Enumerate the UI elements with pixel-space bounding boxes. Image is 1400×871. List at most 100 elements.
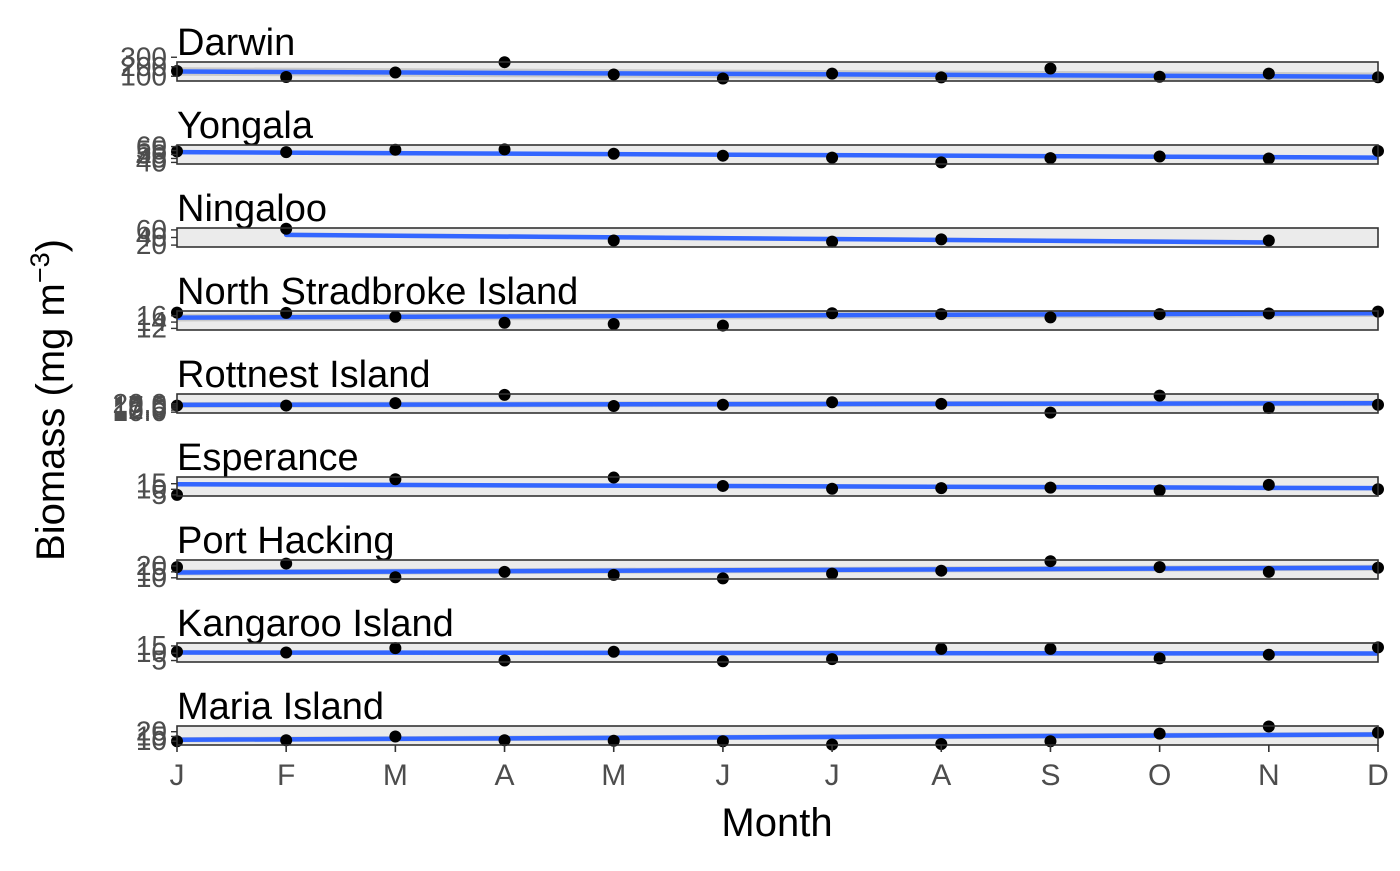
panel-plot-area: [177, 482, 1378, 491]
y-tick-label: 15: [136, 468, 167, 499]
panel-title: Port Hacking: [177, 520, 395, 562]
panel-frame: [176, 61, 1379, 82]
data-point: [498, 654, 511, 667]
data-point: [1153, 70, 1166, 83]
data-point: [607, 317, 620, 330]
data-point: [935, 482, 948, 495]
panels-layer: Darwin100200300Yongala4045505560Ningaloo…: [113, 22, 1384, 756]
data-point: [1044, 311, 1057, 324]
panel-plot-area: [177, 149, 1378, 160]
data-point: [389, 473, 402, 486]
data-point: [280, 71, 293, 84]
data-point: [716, 149, 729, 162]
data-point: [1044, 152, 1057, 165]
data-point: [280, 734, 293, 747]
y-tick-label: 200: [120, 51, 167, 82]
y-tick-label: 10: [136, 562, 167, 593]
y-tick-label: 20.0: [113, 388, 168, 419]
panel-frame: [176, 642, 1379, 663]
panel-frame: [176, 476, 1379, 497]
y-tick-label: 12.5: [113, 394, 168, 425]
data-point: [935, 397, 948, 410]
data-point: [716, 72, 729, 85]
panel-rottnest-island: Rottnest Island 10.012.515.017.520.0: [113, 354, 1384, 427]
data-point: [826, 151, 839, 164]
trend-line: [177, 69, 1378, 79]
panel-title: Kangaroo Island: [177, 603, 454, 645]
trend-line: [177, 149, 1378, 160]
y-tick-label: 50: [136, 139, 167, 170]
data-point: [607, 734, 620, 747]
data-point: [389, 571, 402, 584]
x-tick-label: J: [715, 759, 730, 792]
y-tick-label: 40: [136, 222, 167, 253]
data-point: [607, 234, 620, 247]
data-point: [498, 388, 511, 401]
y-tick-label: 100: [120, 60, 167, 91]
y-tick-label: 5: [151, 645, 167, 676]
y-tick-label: 300: [120, 41, 167, 72]
data-point: [389, 66, 402, 79]
y-tick-label: 55: [136, 135, 167, 166]
y-tick-label: 60: [136, 214, 167, 245]
data-point: [1262, 648, 1275, 661]
data-point: [498, 316, 511, 329]
data-point: [716, 319, 729, 332]
data-point: [607, 645, 620, 658]
x-tick-label: F: [277, 759, 295, 792]
y-tick-label: 15: [136, 556, 167, 587]
y-axis-title-close: ): [29, 239, 73, 252]
y-tick-label: 17.5: [113, 390, 168, 421]
data-point: [716, 398, 729, 411]
data-point: [716, 479, 729, 492]
data-point: [826, 653, 839, 666]
data-point: [1153, 308, 1166, 321]
y-tick-label: 10: [136, 473, 167, 504]
panel-frame: [176, 725, 1379, 746]
data-point: [935, 642, 948, 655]
data-point: [826, 396, 839, 409]
data-point: [826, 67, 839, 80]
data-point: [935, 564, 948, 577]
y-tick-label: 16: [136, 300, 167, 331]
data-point: [1262, 478, 1275, 491]
data-point: [1262, 67, 1275, 80]
data-point: [1044, 481, 1057, 494]
trend-line: [177, 732, 1378, 743]
panel-plot-area: [177, 67, 1378, 81]
data-point: [826, 235, 839, 248]
data-point: [1262, 152, 1275, 165]
panel-plot-area: [177, 400, 1378, 408]
y-tick-label: 40: [136, 146, 167, 177]
x-tick-label: M: [383, 759, 408, 792]
x-tick-label: J: [170, 759, 185, 792]
data-point: [389, 642, 402, 655]
trend-line: [177, 650, 1378, 656]
data-point: [389, 310, 402, 323]
panel-title: Yongala: [177, 105, 314, 147]
data-point: [1262, 307, 1275, 320]
x-tick-label: A: [495, 759, 515, 792]
y-tick-label: 15: [136, 720, 167, 751]
data-point: [935, 233, 948, 246]
data-point: [935, 738, 948, 751]
y-tick-label: 20: [136, 229, 167, 260]
trend-line: [177, 565, 1378, 575]
y-tick-label: 10: [136, 637, 167, 668]
trend-line: [177, 401, 1378, 408]
data-point: [826, 567, 839, 580]
y-tick-label: 12: [136, 312, 167, 343]
data-point: [1153, 727, 1166, 740]
y-tick-label: 60: [136, 131, 167, 162]
data-point: [280, 146, 293, 159]
data-point: [1153, 561, 1166, 574]
